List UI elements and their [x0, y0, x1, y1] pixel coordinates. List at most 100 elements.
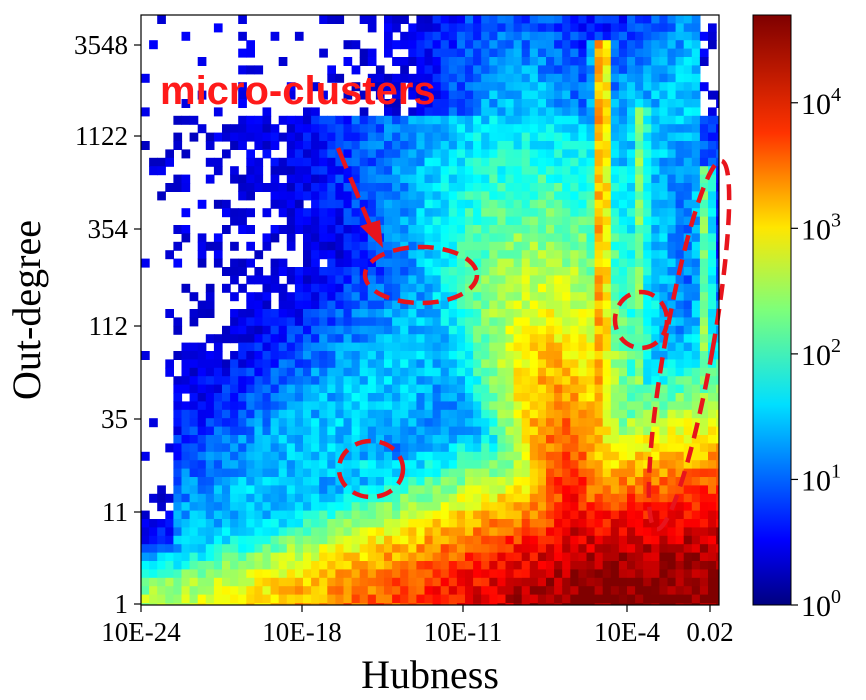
heatmap-cell: [489, 132, 498, 142]
heatmap-cell: [683, 283, 693, 293]
heatmap-cell: [529, 325, 539, 335]
heatmap-cell: [513, 561, 523, 570]
heatmap-cell: [456, 48, 466, 58]
heatmap-cell: [651, 267, 660, 276]
heatmap-cell: [327, 275, 336, 285]
heatmap-cell: [635, 258, 644, 268]
heatmap-cell: [238, 477, 247, 486]
heatmap-cell: [465, 603, 474, 605]
heatmap-cell: [529, 124, 539, 134]
heatmap-cell: [497, 166, 507, 176]
heatmap-cell: [537, 577, 547, 587]
heatmap-cell: [416, 359, 426, 369]
heatmap-cell: [537, 603, 547, 605]
heatmap-cell: [594, 15, 604, 24]
heatmap-cell: [335, 586, 345, 596]
heatmap-cell: [448, 73, 458, 83]
heatmap-cell: [311, 510, 320, 520]
heatmap-cell: [440, 502, 450, 512]
heatmap-cell: [303, 393, 312, 402]
heatmap-cell: [189, 409, 199, 419]
heatmap-cell: [651, 300, 660, 310]
heatmap-cell: [222, 527, 231, 537]
heatmap-cell: [489, 569, 498, 579]
heatmap-cell: [505, 300, 515, 310]
heatmap-cell: [213, 577, 223, 587]
heatmap-cell: [270, 544, 280, 554]
heatmap-cell: [456, 577, 466, 587]
heatmap-cell: [246, 309, 255, 318]
heatmap-cell: [586, 199, 596, 209]
heatmap-cell: [675, 250, 685, 260]
heatmap-cell: [254, 250, 264, 260]
heatmap-cell: [497, 325, 507, 335]
heatmap-cell: [303, 149, 312, 159]
heatmap-cell: [497, 376, 507, 386]
heatmap-cell: [359, 409, 369, 419]
heatmap-cell: [627, 208, 636, 218]
heatmap-cell: [230, 132, 239, 142]
heatmap-cell: [294, 435, 304, 444]
heatmap-cell: [424, 384, 434, 394]
heatmap-cell: [529, 216, 539, 226]
heatmap-cell: [691, 183, 701, 192]
heatmap-cell: [197, 426, 207, 436]
heatmap-cell: [635, 460, 644, 470]
heatmap-cell: [489, 519, 498, 528]
heatmap-cell: [651, 527, 660, 537]
heatmap-cell: [521, 393, 531, 402]
heatmap-cell: [246, 485, 255, 495]
heatmap-cell: [570, 132, 579, 142]
heatmap-cell: [699, 493, 709, 503]
heatmap-cell: [246, 174, 255, 184]
heatmap-cell: [238, 569, 247, 579]
heatmap-cell: [335, 603, 345, 605]
heatmap-cell: [416, 48, 426, 58]
heatmap-cell: [489, 267, 498, 276]
heatmap-cell: [270, 577, 280, 587]
heatmap-cell: [667, 603, 677, 605]
heatmap-cell: [238, 258, 247, 268]
heatmap-cell: [521, 552, 531, 562]
heatmap-cell: [197, 418, 207, 428]
heatmap-cell: [691, 132, 701, 142]
heatmap-cell: [699, 275, 709, 285]
heatmap-cell: [578, 225, 588, 234]
heatmap-cell: [327, 309, 336, 318]
heatmap-cell: [473, 65, 482, 75]
heatmap-cell: [416, 418, 426, 428]
heatmap-cell: [400, 267, 409, 276]
heatmap-cell: [554, 586, 563, 596]
heatmap-cell: [627, 426, 636, 436]
heatmap-cell: [594, 48, 604, 58]
heatmap-cell: [238, 393, 247, 402]
heatmap-cell: [497, 519, 507, 528]
heatmap-cell: [375, 451, 385, 461]
heatmap-cell: [521, 191, 531, 201]
x-tick-label: 10E-24: [101, 617, 181, 647]
heatmap-cell: [691, 216, 701, 226]
heatmap-cell: [141, 527, 150, 537]
heatmap-cell: [197, 485, 207, 495]
heatmap-cell: [141, 510, 150, 520]
heatmap-cell: [513, 334, 523, 344]
heatmap-cell: [513, 426, 523, 436]
heatmap-cell: [562, 216, 571, 226]
heatmap-cell: [570, 502, 579, 512]
heatmap-cell: [432, 149, 442, 159]
heatmap-cell: [278, 367, 288, 377]
heatmap-cell: [157, 493, 166, 503]
heatmap-cell: [392, 90, 401, 100]
heatmap-cell: [213, 418, 223, 428]
heatmap-cell: [521, 367, 531, 377]
heatmap-cell: [708, 569, 717, 579]
heatmap-cell: [529, 31, 539, 41]
heatmap-cell: [691, 409, 701, 419]
heatmap-cell: [667, 258, 677, 268]
heatmap-cell: [562, 552, 571, 562]
heatmap-cell: [392, 99, 401, 108]
heatmap-cell: [643, 275, 652, 285]
heatmap-cell: [400, 552, 409, 562]
heatmap-cell: [683, 443, 693, 453]
heatmap-cell: [432, 552, 442, 562]
